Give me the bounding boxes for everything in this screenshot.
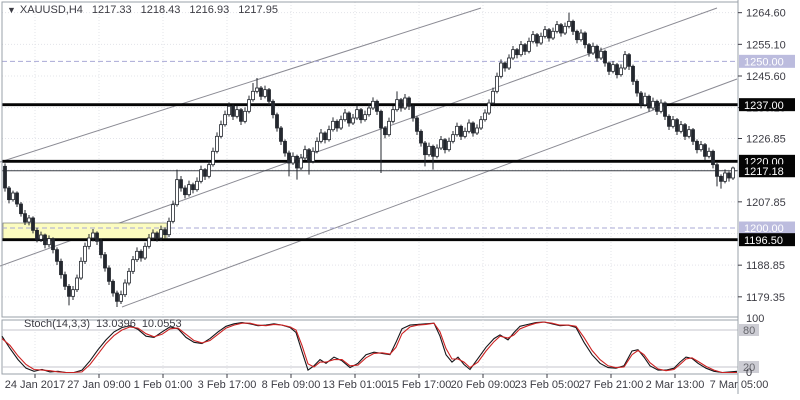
- svg-text:1200.00: 1200.00: [744, 223, 784, 235]
- svg-text:23 Feb 05:00: 23 Feb 05:00: [515, 379, 580, 391]
- stochastic-panel: [1, 320, 738, 374]
- svg-text:1250.00: 1250.00: [744, 57, 784, 69]
- stochastic-main-value: 13.0396: [96, 318, 136, 330]
- svg-text:0: 0: [746, 367, 752, 379]
- stochastic-label: Stoch(14,3,3) 13.0396 10.0553: [24, 318, 182, 330]
- quote-low: 1216.93: [189, 4, 230, 16]
- svg-text:1217.18: 1217.18: [744, 166, 784, 178]
- svg-text:27 Feb 21:00: 27 Feb 21:00: [579, 379, 644, 391]
- svg-text:20: 20: [743, 362, 755, 374]
- svg-text:7 Mar 05:00: 7 Mar 05:00: [710, 379, 769, 391]
- quote-high: 1218.43: [140, 4, 181, 16]
- svg-text:1245.60: 1245.60: [746, 71, 786, 83]
- candles-layer: [3, 12, 735, 307]
- svg-text:24 Jan 2017: 24 Jan 2017: [5, 379, 66, 391]
- svg-text:27 Jan 09:00: 27 Jan 09:00: [67, 379, 131, 391]
- horizontal-levels: [2, 60, 738, 242]
- svg-text:13 Feb 01:00: 13 Feb 01:00: [323, 379, 388, 391]
- svg-text:20 Feb 09:00: 20 Feb 09:00: [451, 379, 516, 391]
- stochastic-name: Stoch(14,3,3): [24, 318, 91, 330]
- svg-text:1255.10: 1255.10: [746, 39, 786, 51]
- svg-text:1179.35: 1179.35: [746, 292, 785, 304]
- price-axis: 1264.601255.101245.601236.101226.851207.…: [737, 0, 795, 394]
- stoch-signal-line: [1, 321, 737, 374]
- grid-lines: [2, 2, 738, 374]
- svg-text:15 Feb 17:00: 15 Feb 17:00: [387, 379, 452, 391]
- svg-text:3 Feb 17:00: 3 Feb 17:00: [198, 379, 257, 391]
- quote-close: 1217.95: [238, 4, 278, 16]
- stochastic-signal-value: 10.0553: [141, 318, 182, 330]
- symbol-period-label: XAUUSD,H4: [19, 4, 83, 16]
- svg-text:1237.00: 1237.00: [744, 100, 784, 112]
- svg-text:1207.85: 1207.85: [746, 197, 786, 209]
- svg-text:2 Mar 13:00: 2 Mar 13:00: [646, 379, 705, 391]
- svg-text:1264.60: 1264.60: [746, 8, 786, 20]
- svg-text:80: 80: [743, 325, 755, 337]
- svg-text:100: 100: [746, 313, 764, 325]
- triangle-down-icon: ▼: [7, 5, 16, 15]
- quote-open: 1217.33: [91, 4, 132, 16]
- svg-text:1 Feb 01:00: 1 Feb 01:00: [134, 379, 193, 391]
- svg-text:1226.85: 1226.85: [746, 134, 786, 146]
- svg-text:1188.85: 1188.85: [746, 260, 785, 272]
- svg-text:1196.50: 1196.50: [744, 235, 783, 247]
- chart-title: ▼ XAUUSD,H4 1217.33 1218.43 1216.93 1217.95: [7, 4, 278, 16]
- svg-text:8 Feb 09:00: 8 Feb 09:00: [262, 379, 321, 391]
- date-axis: 24 Jan 2017 27 Jan 09:00 1 Feb 01:00 3 Feb …: [5, 374, 769, 391]
- yellow-support-zone: [2, 222, 168, 240]
